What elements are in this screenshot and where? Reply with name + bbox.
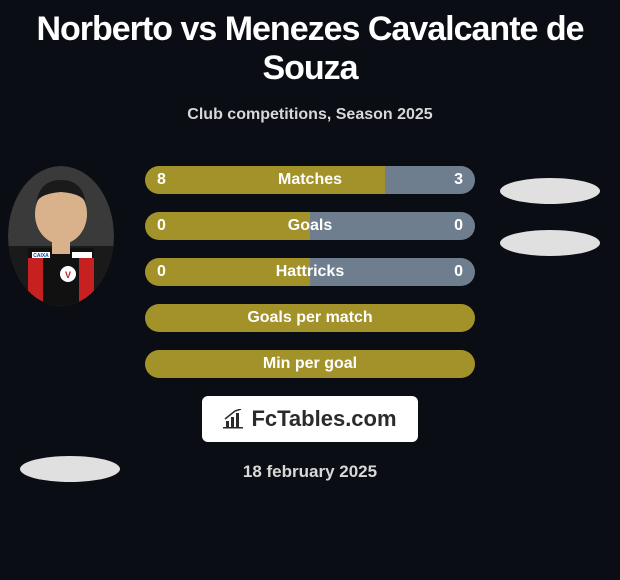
svg-text:V: V (65, 270, 71, 280)
stat-bars: 8 3 Matches 0 0 Goals 0 0 Hattricks (145, 166, 475, 378)
stat-bar-matches: 8 3 Matches (145, 166, 475, 194)
bar-right-seg: 3 (385, 166, 475, 194)
player-left-shadow (20, 456, 120, 482)
stat-bar-goals: 0 0 Goals (145, 212, 475, 240)
player-right-shadow (500, 230, 600, 256)
bar-left-val: 8 (157, 171, 166, 189)
bar-label: Min per goal (263, 355, 357, 373)
bar-label: Goals per match (247, 309, 372, 327)
logo-text: FcTables.com (223, 406, 396, 432)
bar-left-val: 0 (157, 263, 166, 281)
bar-left-seg: 8 (145, 166, 385, 194)
bar-left-seg: 0 (145, 212, 310, 240)
footer-logo[interactable]: FcTables.com (202, 396, 418, 442)
bar-left-seg: 0 (145, 258, 310, 286)
comparison-content: V CAIXA 8 3 Matches 0 0 Goal (0, 166, 620, 482)
player-left-avatar: V CAIXA (8, 166, 114, 306)
avatar-image-icon: V CAIXA (8, 166, 114, 306)
stat-bar-gpm: Goals per match (145, 304, 475, 332)
bar-right-val: 0 (454, 217, 463, 235)
bar-right-val: 0 (454, 263, 463, 281)
bar-right-seg: 0 (310, 212, 475, 240)
stat-bar-mpg: Min per goal (145, 350, 475, 378)
stat-bar-hattricks: 0 0 Hattricks (145, 258, 475, 286)
subtitle: Club competitions, Season 2025 (0, 106, 620, 124)
bar-left-val: 0 (157, 217, 166, 235)
bar-right-seg: 0 (310, 258, 475, 286)
bar-right-val: 3 (454, 171, 463, 189)
chart-icon (223, 409, 247, 429)
page-title: Norberto vs Menezes Cavalcante de Souza (0, 0, 620, 88)
player-right-avatar-placeholder (500, 178, 600, 204)
svg-text:CAIXA: CAIXA (33, 253, 49, 259)
